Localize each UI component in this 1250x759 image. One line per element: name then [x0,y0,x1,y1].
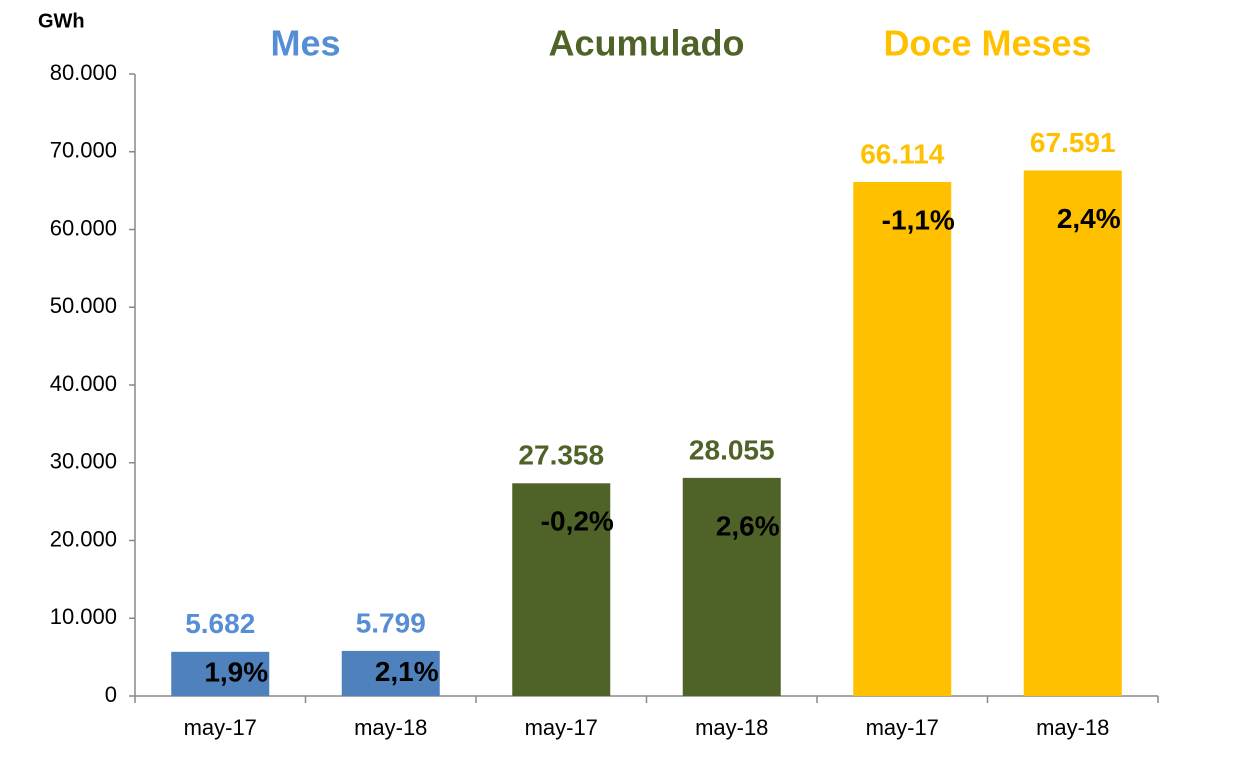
group-title: Mes [270,23,340,64]
value-label: 5.682 [185,608,255,639]
change-label: 2,6% [716,510,780,541]
y-tick-label: 40.000 [50,371,117,396]
x-tick-label: may-18 [1036,715,1109,740]
change-label: 2,1% [375,656,439,687]
bar [1023,170,1122,696]
value-label: 5.799 [356,607,426,638]
bar [512,483,611,696]
bar [341,650,440,696]
group-title: Doce Meses [883,23,1091,64]
y-tick-label: 60.000 [50,215,117,240]
change-label: -0,2% [541,506,614,537]
change-label: 1,9% [204,656,268,687]
x-tick-label: may-17 [866,715,939,740]
y-tick-label: 20.000 [50,526,117,551]
value-label: 27.358 [518,440,604,471]
group-title: Acumulado [548,23,744,64]
change-label: -1,1% [882,204,955,235]
x-tick-label: may-18 [354,715,427,740]
value-label: 28.055 [689,434,775,465]
x-tick-label: may-18 [695,715,768,740]
value-label: 67.591 [1030,127,1116,158]
bar [171,651,270,696]
x-tick-label: may-17 [525,715,598,740]
bar [853,181,952,697]
x-tick-label: may-17 [184,715,257,740]
value-label: 66.114 [860,138,945,169]
y-tick-label: 50.000 [50,293,117,318]
change-label: 2,4% [1057,203,1121,234]
y-tick-label: 30.000 [50,449,117,474]
y-tick-label: 10.000 [50,604,117,629]
y-tick-label: 70.000 [50,138,117,163]
y-tick-label: 80.000 [50,60,117,85]
y-tick-label: 0 [105,682,117,707]
y-axis-label: GWh [38,10,85,32]
bar [682,477,781,696]
